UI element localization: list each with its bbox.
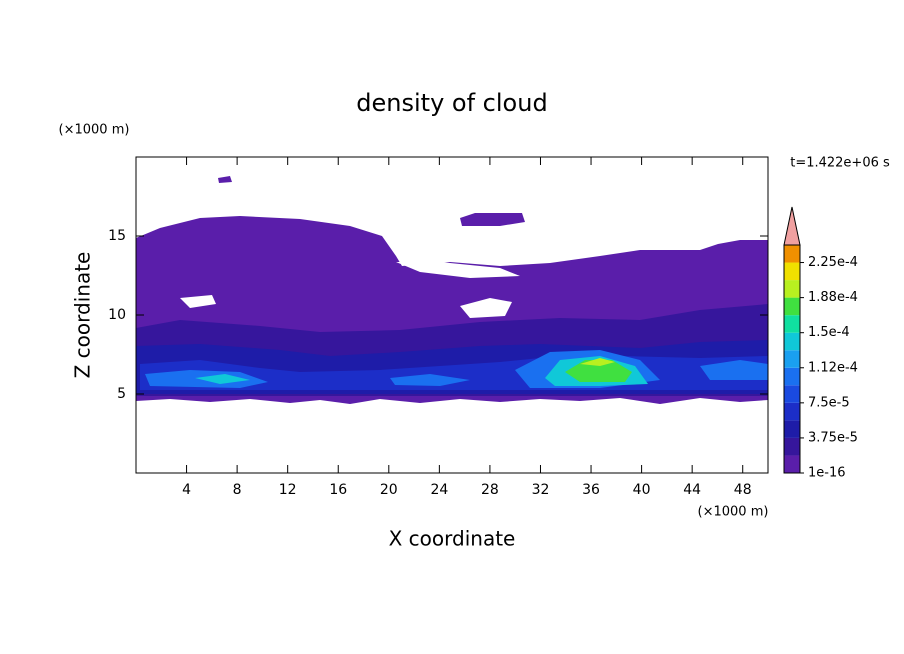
y-tick-label: 10 xyxy=(108,307,126,323)
colorbar-band xyxy=(784,437,800,456)
colorbar-band xyxy=(784,280,800,298)
colorbar-label: 1.12e-4 xyxy=(808,360,858,375)
x-tick-label: 48 xyxy=(734,482,752,498)
cloud-region xyxy=(580,358,615,366)
cloud-region xyxy=(218,176,525,226)
colorbar-band xyxy=(784,402,800,421)
colorbar-label: 2.25e-4 xyxy=(808,255,858,270)
annotation: t=1.422e+06 s xyxy=(790,156,890,171)
y-unit: (×1000 m) xyxy=(59,123,130,138)
x-tick-label: 32 xyxy=(532,482,550,498)
y-tick-label: 15 xyxy=(108,228,126,244)
colorbar-band xyxy=(784,350,800,368)
x-tick-label: 44 xyxy=(683,482,701,498)
colorbar-extend xyxy=(783,206,801,246)
colorbar-band xyxy=(784,297,800,316)
colorbar-label: 1.5e-4 xyxy=(808,325,850,340)
x-axis-title: X coordinate xyxy=(389,527,516,551)
colorbar-band xyxy=(784,245,800,263)
cloud-region xyxy=(565,360,632,382)
x-tick-label: 4 xyxy=(182,482,191,498)
colorbar-band xyxy=(784,420,800,438)
x-tick-label: 40 xyxy=(633,482,651,498)
colorbar-frame xyxy=(783,244,801,474)
y-tick-label: 5 xyxy=(117,386,126,402)
cloud-hole xyxy=(180,262,520,376)
x-tick-label: 36 xyxy=(582,482,600,498)
x-tick-label: 28 xyxy=(481,482,499,498)
x-tick-label: 8 xyxy=(233,482,242,498)
x-unit: (×1000 m) xyxy=(698,505,769,520)
contour-field xyxy=(136,176,768,404)
y-axis-title: Z coordinate xyxy=(71,252,95,379)
x-tick-label: 20 xyxy=(380,482,398,498)
colorbar-label: 3.75e-5 xyxy=(808,430,858,445)
x-tick-label: 12 xyxy=(279,482,297,498)
colorbar-band xyxy=(784,315,800,333)
x-tick-label: 16 xyxy=(329,482,347,498)
colorbar-band xyxy=(784,332,800,351)
colorbar-band xyxy=(784,455,800,473)
colorbar-label: 1.88e-4 xyxy=(808,290,858,305)
colorbar-band xyxy=(784,385,800,403)
colorbar-band xyxy=(784,262,800,281)
colorbar-label: 7.5e-5 xyxy=(808,395,850,410)
colorbar-band xyxy=(784,367,800,386)
chart-title: density of cloud xyxy=(356,89,547,117)
colorbar-label: 1e-16 xyxy=(808,466,846,481)
x-tick-label: 24 xyxy=(430,482,448,498)
